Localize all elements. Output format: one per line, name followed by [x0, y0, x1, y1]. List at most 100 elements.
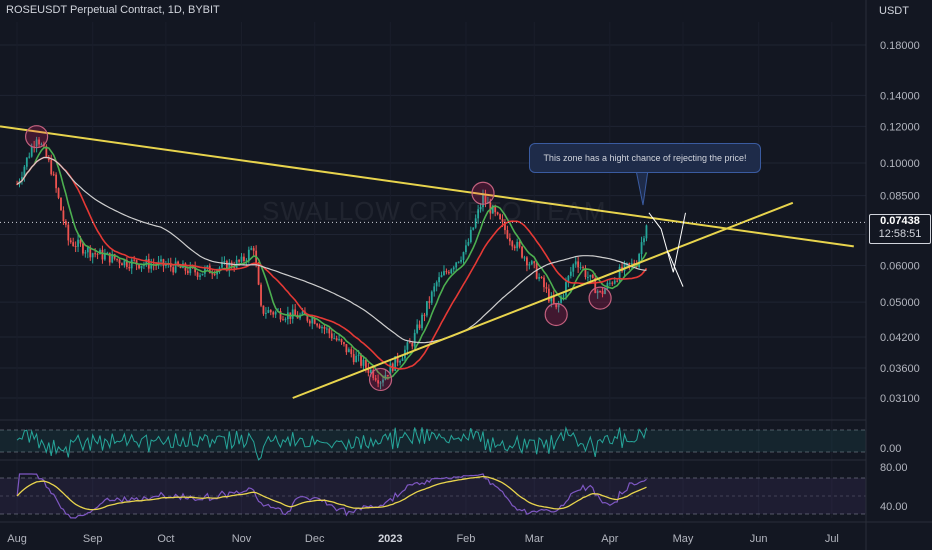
- candle-body: [116, 258, 118, 260]
- candle-body: [587, 276, 589, 278]
- candle-body: [504, 222, 506, 231]
- oscillator-line: [16, 425, 647, 461]
- candle-body: [584, 268, 587, 278]
- candle-body: [262, 305, 265, 314]
- candle-body: [267, 310, 270, 313]
- candle-body: [306, 315, 309, 321]
- candle-body: [450, 269, 453, 274]
- callout-pointer: [635, 169, 649, 206]
- candle-body: [228, 262, 231, 271]
- osc-tick-label: 0.00: [880, 443, 901, 455]
- rsi-tick-label: 80.00: [880, 462, 908, 474]
- candle-body: [55, 174, 58, 189]
- pivot-highlight: [368, 367, 393, 392]
- candle-body: [533, 261, 536, 264]
- candle-body: [645, 225, 648, 239]
- candle-body: [406, 342, 409, 350]
- ascending-trendline: [292, 201, 794, 399]
- candle-body: [269, 310, 272, 313]
- candle-body: [174, 261, 177, 273]
- candle-body: [369, 369, 372, 373]
- candle-body: [394, 356, 397, 371]
- candle-body: [50, 160, 53, 175]
- candle-body: [106, 252, 109, 255]
- descending-trendline: [0, 125, 854, 248]
- candle-body: [47, 157, 50, 161]
- candle-body: [352, 354, 355, 363]
- candle-body: [82, 243, 84, 254]
- candle-body: [45, 146, 48, 158]
- projection-alt-arrow: [667, 252, 684, 287]
- candle-body: [35, 139, 38, 147]
- candle-body: [428, 301, 431, 303]
- candle-body: [130, 259, 133, 269]
- projection-path: [648, 212, 686, 273]
- candle-body: [594, 277, 597, 294]
- moving-averages: [16, 146, 648, 379]
- candle-body: [457, 261, 460, 263]
- candle-body: [574, 261, 577, 265]
- candle-body: [413, 332, 416, 347]
- candle-body: [604, 288, 606, 295]
- candle-body: [250, 248, 253, 250]
- candle-body: [345, 344, 348, 353]
- candle-body: [40, 144, 43, 146]
- candle-body: [225, 261, 228, 271]
- candle-body: [538, 277, 541, 279]
- candle-body: [372, 369, 375, 379]
- annotation-callout[interactable]: This zone has a hight chance of rejectin…: [529, 143, 761, 173]
- candle-body: [435, 282, 438, 287]
- candle-body: [101, 249, 104, 260]
- price-tick-label: 0.08500: [880, 191, 920, 203]
- candle-body: [374, 378, 377, 381]
- candle-body: [350, 349, 353, 355]
- candle-body: [211, 273, 214, 275]
- candle-body: [628, 262, 631, 265]
- candle-body: [79, 239, 82, 244]
- candle-body: [479, 207, 482, 210]
- candle-body: [94, 253, 97, 255]
- pivot-highlight: [24, 125, 49, 149]
- candle-body: [467, 242, 470, 246]
- candle-body: [462, 252, 465, 260]
- candle-body: [455, 262, 458, 268]
- grid: [0, 22, 866, 518]
- price-tick-label: 0.18000: [880, 40, 920, 52]
- candle-body: [401, 358, 404, 361]
- candle-body: [623, 263, 626, 272]
- candle-body: [643, 238, 645, 243]
- candle-body: [233, 267, 236, 269]
- candle-body: [579, 267, 582, 269]
- price-tick-label: 0.03100: [880, 393, 920, 405]
- candle-body: [484, 194, 487, 203]
- candle-body: [547, 288, 550, 302]
- candle-body: [355, 355, 358, 363]
- candle-body: [291, 309, 294, 319]
- candle-body: [123, 259, 126, 266]
- pivot-highlight: [588, 286, 612, 310]
- rsi-signal-line: [16, 475, 647, 511]
- candle-body: [365, 359, 367, 368]
- candle-body: [162, 259, 165, 266]
- candle-body: [279, 311, 282, 320]
- candle-body: [423, 314, 426, 316]
- candle-body: [74, 245, 77, 247]
- candle-body: [172, 267, 175, 273]
- candle-body: [72, 242, 75, 246]
- candle-body: [408, 342, 411, 344]
- candle-body: [125, 259, 128, 267]
- watermark: SWALLOW CRYPTO TEAM: [262, 196, 607, 226]
- candle-body: [335, 338, 338, 341]
- candle-body: [506, 230, 509, 239]
- candle-body: [477, 209, 480, 219]
- candle-body: [238, 259, 240, 262]
- candle-body: [596, 291, 599, 294]
- candle-body: [133, 259, 136, 261]
- candle-body: [513, 246, 516, 249]
- candle-body: [396, 356, 399, 363]
- candle-body: [447, 272, 450, 274]
- candle-body: [60, 197, 62, 211]
- candle-body: [389, 363, 392, 376]
- candle-body: [440, 275, 443, 278]
